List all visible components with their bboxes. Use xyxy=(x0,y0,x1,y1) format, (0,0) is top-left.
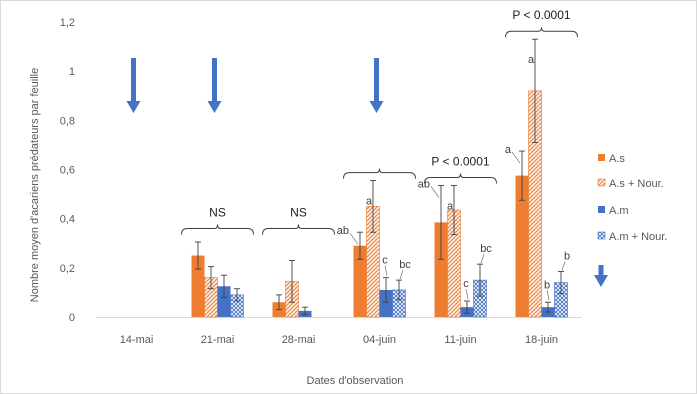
x-tick-label: 04-juin xyxy=(363,334,396,346)
bar xyxy=(217,286,231,317)
significance-letter: c xyxy=(463,278,469,290)
legend-label: A.s + Nour. xyxy=(609,178,664,190)
x-tick-label: 18-juin xyxy=(525,334,558,346)
letter-leader xyxy=(465,288,469,300)
significance-letter: bc xyxy=(480,243,492,255)
significance-label: NS xyxy=(209,206,226,220)
down-arrow-icon xyxy=(594,265,608,287)
letter-leader xyxy=(546,290,550,301)
x-tick-label: 28-mai xyxy=(282,334,316,346)
y-tick-label: 1,2 xyxy=(60,17,75,29)
x-axis-title: Dates d'observation xyxy=(307,375,404,387)
bar xyxy=(434,222,448,317)
legend-swatch xyxy=(597,231,606,240)
significance-letter: c xyxy=(382,255,388,267)
significance-label: NS xyxy=(290,206,307,220)
bar xyxy=(515,175,529,317)
bar xyxy=(191,255,205,317)
significance-letter: a xyxy=(366,196,373,208)
significance-brace xyxy=(343,168,416,179)
letter-leader xyxy=(561,261,566,271)
bar xyxy=(353,245,367,317)
letter-leader xyxy=(399,269,404,280)
significance-letter: a xyxy=(447,200,454,212)
significance-letter: b xyxy=(564,251,570,263)
significance-letter: b xyxy=(544,279,550,291)
significance-label: P < 0.0001 xyxy=(512,8,570,22)
significance-letter: a xyxy=(528,54,535,66)
down-arrow-icon xyxy=(207,58,222,113)
y-tick-label: 0,8 xyxy=(60,115,75,127)
significance-letter: bc xyxy=(399,259,411,271)
legend-label: A.s xyxy=(609,153,625,165)
letter-leader xyxy=(349,232,359,245)
letter-leader xyxy=(430,186,440,198)
legend-swatch xyxy=(597,178,606,187)
legend-label: A.m + Nour. xyxy=(609,231,667,243)
significance-label: P < 0.0001 xyxy=(431,154,489,168)
legend-swatch xyxy=(598,154,605,161)
legend-swatch xyxy=(598,206,605,213)
letter-leader xyxy=(511,151,521,164)
significance-letter: ab xyxy=(337,225,349,237)
significance-letter: a xyxy=(505,144,512,156)
bar xyxy=(379,289,393,317)
y-tick-label: 1 xyxy=(69,66,75,78)
letter-leader xyxy=(384,265,388,276)
significance-brace xyxy=(262,224,335,235)
y-axis-title: Nombre moyen d'acariens prédateurs par f… xyxy=(29,68,41,302)
y-tick-label: 0,6 xyxy=(60,165,75,177)
down-arrow-icon xyxy=(126,58,141,113)
letter-leader xyxy=(480,254,485,264)
significance-letter: ab xyxy=(418,178,430,190)
legend-label: A.m xyxy=(609,205,629,217)
y-tick-label: 0,4 xyxy=(60,214,75,226)
y-tick-label: 0 xyxy=(69,312,75,324)
x-tick-label: 14-mai xyxy=(120,334,154,346)
down-arrow-icon xyxy=(369,58,384,113)
significance-brace xyxy=(181,224,254,235)
x-tick-label: 21-mai xyxy=(201,334,235,346)
y-tick-label: 0,2 xyxy=(60,263,75,275)
x-tick-label: 11-juin xyxy=(444,334,476,346)
